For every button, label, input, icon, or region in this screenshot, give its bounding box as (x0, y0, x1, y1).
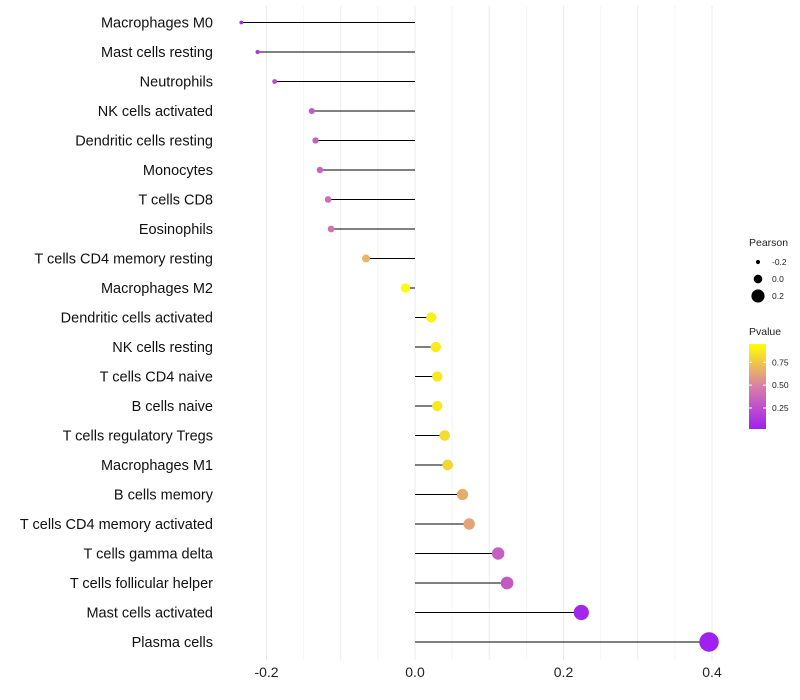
lollipop-dot (432, 400, 443, 412)
category-label: Dendritic cells activated (61, 311, 213, 327)
pvalue-colorbar (749, 344, 766, 429)
grid-lines (266, 6, 713, 660)
lollipop-dot (573, 604, 589, 621)
category-label: Macrophages M0 (101, 16, 213, 32)
lollipop-dot (272, 79, 278, 84)
colorbar-label: 0.50 (772, 380, 789, 390)
x-tick-label: 0.0 (405, 664, 425, 680)
colorbar-label: 0.25 (772, 403, 789, 413)
category-label: Neutrophils (140, 75, 213, 91)
category-label: Dendritic cells resting (75, 134, 213, 150)
category-label: T cells CD4 memory resting (34, 252, 213, 268)
category-label: B cells memory (114, 488, 214, 504)
size-legend: -0.2 0.0 0.2 (751, 257, 787, 303)
category-label: Mast cells resting (101, 45, 213, 61)
lollipop-dot (308, 107, 315, 115)
legend-color-title: Pvalue (749, 326, 781, 338)
lollipop-dot (442, 459, 454, 471)
lollipop-dot (426, 312, 437, 323)
category-label: Eosinophils (139, 222, 213, 238)
legend-size-dot (753, 274, 763, 284)
lollipop-dot (699, 632, 719, 652)
category-label: B cells naive (132, 399, 213, 415)
lollipop-dot (239, 20, 244, 25)
lollipop-dot (324, 196, 332, 203)
category-label: T cells gamma delta (84, 547, 214, 563)
category-label: Macrophages M1 (101, 458, 213, 474)
lollipop-dot (432, 371, 443, 382)
lollipop-dot (255, 49, 260, 55)
category-labels: Macrophages M0 Mast cells resting Neutroph… (20, 16, 214, 652)
lollipop-dot (362, 254, 370, 263)
lollipop-dot (316, 166, 324, 174)
category-label: T cells regulatory Tregs (63, 429, 213, 445)
lollipop-dot (463, 518, 475, 530)
legend-size-label: 0.2 (772, 291, 784, 301)
x-tick-label: -0.2 (254, 664, 278, 680)
category-label: Plasma cells (132, 635, 213, 651)
category-label: T cells CD4 memory activated (20, 517, 213, 533)
lollipop-stems (241, 22, 710, 643)
legend-size-label: 0.0 (772, 274, 784, 284)
x-tick-label: 0.4 (702, 664, 722, 680)
color-legend-ticks: 0.25 0.50 0.75 (749, 357, 789, 413)
x-axis-ticks: -0.2 0.0 0.2 0.4 (254, 664, 722, 680)
lollipop-dot (400, 283, 410, 293)
lollipop-dot (491, 547, 505, 560)
lollipop-dot (312, 137, 319, 144)
lollipop-dot (456, 488, 469, 501)
legend-size-title: Pearson (749, 237, 788, 249)
legend-size-dot (751, 289, 765, 303)
category-label: Mast cells activated (86, 606, 213, 622)
legend: Pearson -0.2 0.0 0.2 Pvalue 0.25 0.50 0.75 (749, 237, 789, 429)
category-label: Monocytes (143, 163, 213, 179)
x-tick-label: 0.2 (554, 664, 574, 680)
lollipop-dot (430, 341, 441, 353)
category-label: T cells CD8 (138, 193, 213, 209)
lollipop-dot (439, 430, 451, 441)
lollipop-dot (500, 576, 514, 590)
category-label: T cells CD4 naive (100, 370, 213, 386)
colorbar-label: 0.75 (772, 357, 789, 367)
category-label: NK cells activated (98, 104, 213, 120)
lollipop-dots (239, 20, 719, 652)
legend-size-dot (755, 259, 761, 265)
lollipop-dot (327, 225, 335, 233)
category-label: T cells follicular helper (70, 576, 213, 592)
legend-size-label: -0.2 (772, 257, 787, 267)
category-label: NK cells resting (112, 340, 213, 356)
category-label: Macrophages M2 (101, 281, 213, 297)
